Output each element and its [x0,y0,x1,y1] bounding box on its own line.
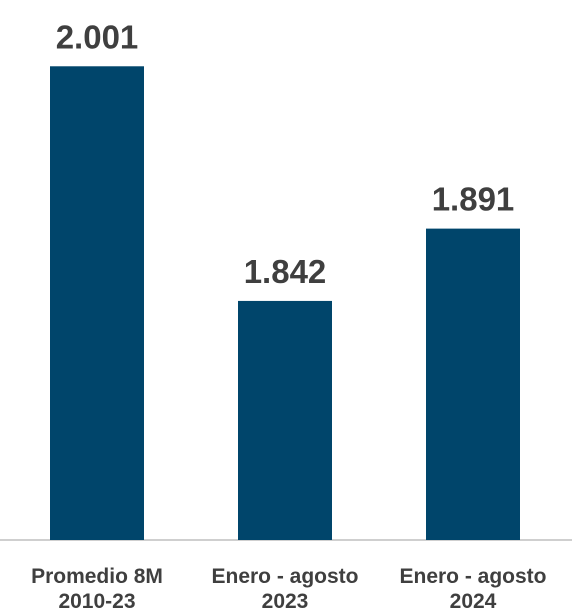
category-label-1-line-0: Enero - agosto [211,565,358,588]
value-label-0: 2.001 [56,18,139,55]
category-label-2-line-0: Enero - agosto [399,565,546,588]
value-label-1: 1.842 [244,253,327,290]
category-label-0-line-1: 2010-23 [58,590,135,611]
bar-2 [426,228,520,540]
category-label-0-line-0: Promedio 8M [31,565,163,588]
bar-1 [238,300,332,540]
category-label-1-line-1: 2023 [262,590,309,611]
value-label-2: 1.891 [432,181,515,218]
bar-0 [50,66,144,541]
bars-group [50,66,520,541]
category-label-2-line-1: 2024 [450,590,497,611]
value-labels-group: 2.001 1.842 1.891 [56,18,515,290]
